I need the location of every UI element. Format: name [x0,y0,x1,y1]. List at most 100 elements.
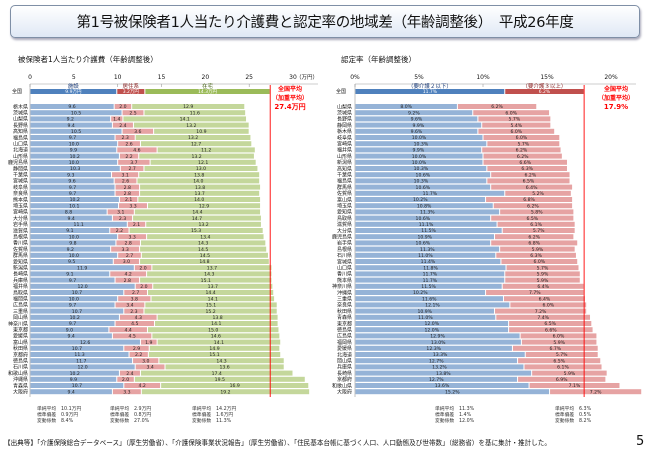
chart2-category-label: 石川県 [337,253,352,259]
chart1-bar-value-label: 2.1 [133,222,140,228]
chart2-bar-1 [355,228,502,233]
chart1-bar-2 [115,321,154,326]
chart1-national-bar-1 [30,89,117,94]
chart1-bar-value-label: 4.5 [131,321,138,327]
chart1-bar-value-label: 10.2 [70,154,80,160]
chart1-bar-3 [147,203,261,209]
chart1-bar-value-label: 11.7 [76,358,86,364]
chart1-bar-1 [30,246,111,252]
chart2-bar-value-label: 12.3% [426,346,441,352]
chart1-bar-value-label: 2.8 [125,241,132,247]
chart2-bar-2 [483,135,560,140]
chart1-bar-value-label: 10.9 [196,129,206,135]
chart1-bar-value-label: 9.1 [66,228,73,234]
chart1-bar-1 [30,234,118,240]
chart2-bar-1 [355,321,509,326]
chart1-category-label: 大分県 [13,215,28,222]
chart1-bar-value-label: 4.5 [128,334,135,340]
chart2-bar-2 [502,228,575,233]
chart1-bar-3 [133,215,261,221]
chart1-bar-2 [124,383,161,388]
chart1-bar-3 [165,364,284,370]
chart1-bar-1 [30,277,115,283]
chart1-bar-value-label: 2.9 [133,346,140,352]
chart2-tick-label: 10% [476,74,490,81]
chart2-category-label: 茨城県 [337,110,352,117]
chart1-bar-value-label: 13.7 [195,191,205,197]
chart1-bar-value-label: 9.7 [69,321,76,327]
chart1-bar-value-label: 4.6 [133,148,140,154]
chart1-category-label: 埼玉県 [13,203,28,210]
chart2-bar-value-label: 10.6% [416,241,431,247]
chart1-bar-value-label: 2.0 [139,265,146,271]
chart1-bar-2 [119,153,139,159]
chart1-bar-value-label: 9.6 [68,179,75,185]
page-title: 第1号被保険者1人当たり介護費と認定率の地域差（年齢調整後） 平成26年度 [76,15,574,31]
chart2-bar-value-label: 6.3% [521,166,533,172]
chart2-bar-value-label: 6.1% [530,222,542,228]
chart1-bar-value-label: 11.1 [74,222,84,228]
chart1-bar-2 [118,234,147,240]
chart1-bar-value-label: 4.2 [139,383,146,389]
chart2-category-label: 北海道 [337,351,352,358]
chart1-bar-value-label: 13.8 [195,185,205,191]
chart2-bar-2 [478,128,555,134]
chart1-bar-value-label: 13.4 [200,234,210,240]
chart1-bar-1 [30,376,117,382]
chart2-bar-2 [491,172,570,178]
chart1-national-bar-2 [117,89,145,94]
chart1-bar-value-label: 3.8 [131,296,138,302]
chart1-bar-3 [144,166,258,171]
chart1-bar-2 [109,327,147,333]
chart1-bar-value-label: 9.6 [68,104,75,110]
chart1-bar-2 [115,277,140,283]
chart2-category-label: 島根県 [337,246,352,253]
chart2-category-label: 滋賀県 [337,221,352,228]
chart2-bar-value-label: 7.2% [590,389,602,395]
chart1-bar-2 [112,333,152,339]
chart2-bar-2 [496,314,591,320]
chart2-series-label: （要介護２以下） [408,82,452,90]
chart1-bar-value-label: 13.6 [220,365,230,371]
chart2-category-label: 宮崎県 [337,141,352,148]
chart1-category-label: 愛知県 [13,258,28,265]
chart1-bar-1 [30,389,112,395]
chart1-bar-value-label: 15.2 [205,309,215,315]
chart2-bar-value-label: 6.5% [526,216,538,222]
chart1-bar-2 [134,265,152,271]
chart2-bar-2 [500,246,575,252]
chart1-bar-3 [152,333,280,339]
chart1-stat-text: 標準偏差 0.8万円 [110,411,151,418]
chart1-bar-3 [132,104,245,109]
chart2-bar-1 [355,265,506,271]
chart1-bar-1 [30,240,116,246]
chart2-bar-1 [355,104,457,109]
chart2-bar-1 [355,259,501,264]
chart2-category-label: 神奈川県 [332,283,352,290]
chart2-category-label: 富山県 [337,196,352,203]
chart1-category-label: 広島県 [13,302,28,309]
chart2-bar-2 [483,153,562,159]
chart1-bar-value-label: 11.9 [77,265,87,271]
chart1-bar-2 [135,364,165,370]
chart1-bar-value-label: 9.9 [70,148,77,154]
chart1-bar-2 [115,184,140,190]
chart1-bar-value-label: 10.5 [71,110,81,116]
chart1-bar-value-label: 13.0 [196,166,206,172]
chart1-category-label: 東京都 [13,327,28,334]
chart1-bar-value-label: 12.9 [183,104,193,110]
chart1-bar-1 [30,352,129,357]
chart1-bar-value-label: 9.5 [68,259,75,265]
chart1-bar-value-label: 13.7 [207,265,217,271]
chart1-bar-value-label: 14.1 [180,117,190,123]
chart2-bar-value-label: 11.5% [421,228,436,234]
chart1-bar-1 [30,296,118,302]
chart1-bar-value-label: 10.2 [70,315,80,321]
chart2-bar-value-label: 6.2% [528,234,540,240]
chart1-bar-value-label: 9.0 [66,327,73,333]
chart2-category-label: 静岡県 [337,122,352,129]
chart1-bar-1 [30,358,133,364]
chart2-stat-text: 変動係数 8.2% [555,417,592,424]
chart1-bar-3 [141,389,310,395]
chart2-bar-value-label: 6.5% [553,358,565,364]
